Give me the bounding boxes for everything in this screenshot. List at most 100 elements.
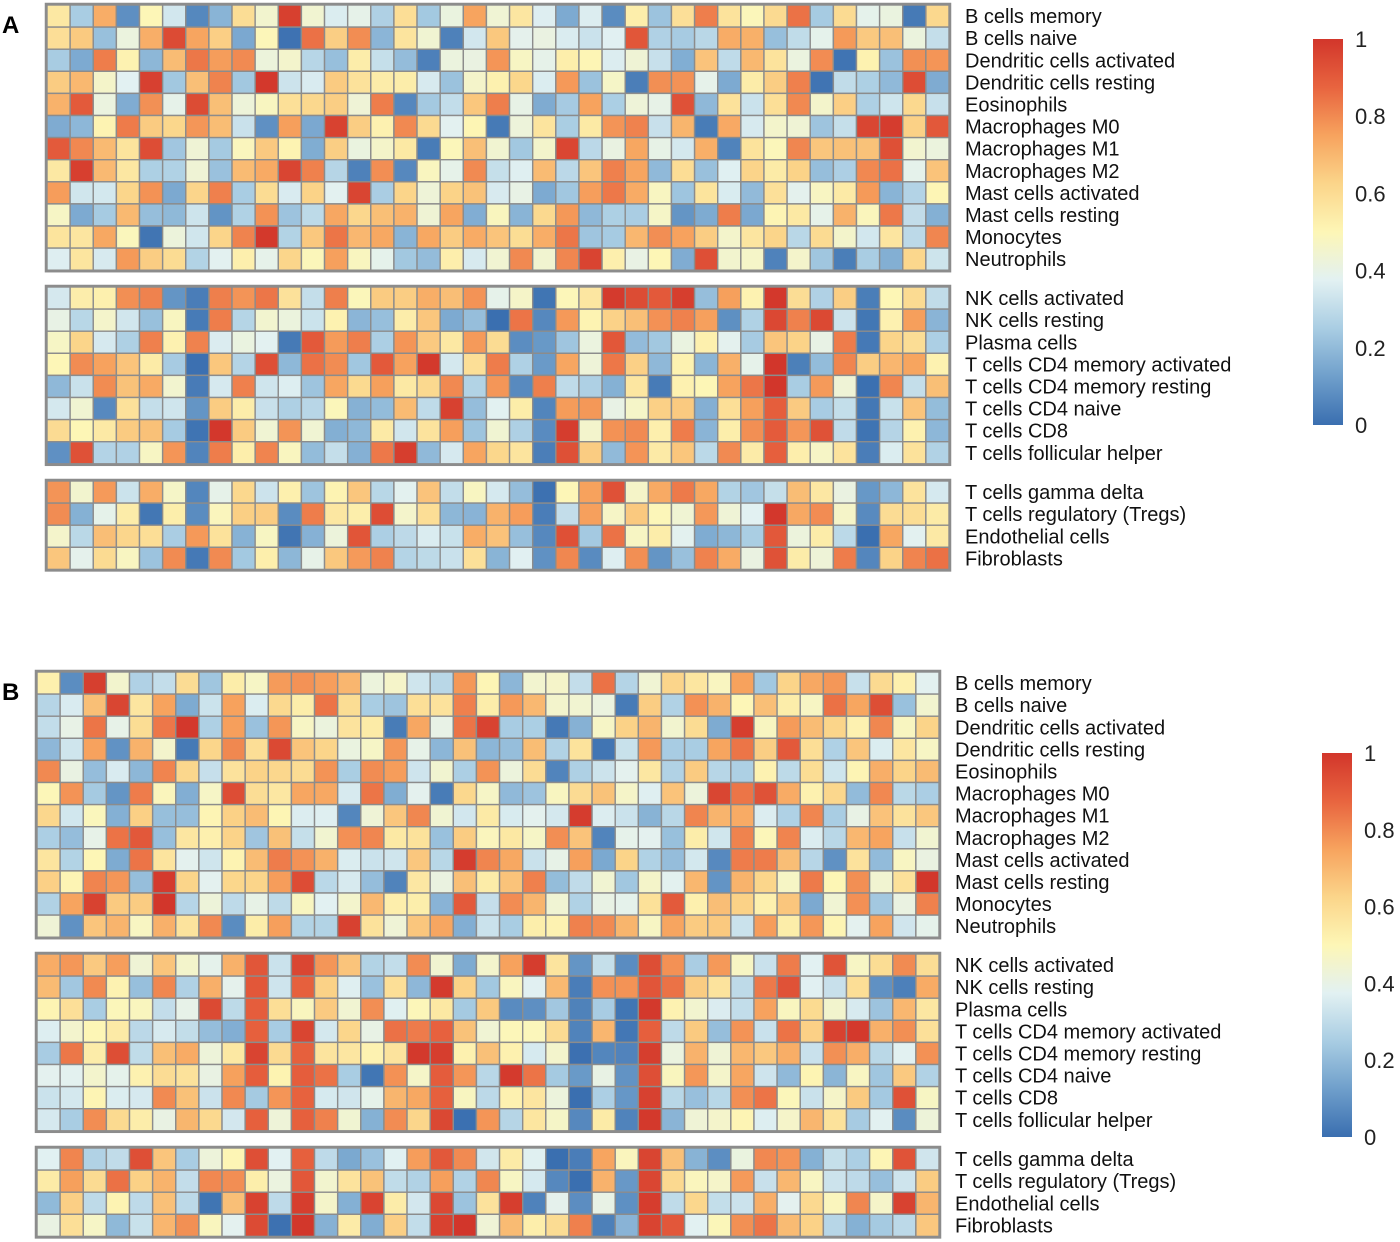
heatmap-cell	[323, 158, 349, 183]
heatmap-cell	[822, 1063, 848, 1088]
heatmap-cell	[462, 286, 488, 310]
heatmap-cell	[624, 441, 650, 465]
heatmap-cell	[578, 158, 603, 183]
row-label: Mast cells resting	[955, 872, 1110, 894]
heatmap-cell	[845, 1085, 871, 1110]
heatmap-cell	[151, 803, 177, 828]
heatmap-cell	[508, 480, 534, 504]
heatmap-cell	[545, 1063, 570, 1088]
heatmap-cell	[568, 848, 593, 872]
heatmap-cell	[151, 671, 177, 695]
heatmap-cell	[660, 826, 686, 850]
heatmap-cell	[138, 396, 164, 421]
heatmap-cell	[151, 848, 177, 872]
heatmap-cell	[601, 247, 626, 271]
heatmap-cell	[776, 1213, 801, 1238]
heatmap-cell	[46, 480, 71, 504]
heatmap-cell	[832, 308, 858, 332]
heatmap-cell	[878, 286, 904, 310]
heatmap-cell	[59, 870, 84, 894]
heatmap-cell	[601, 114, 626, 139]
heatmap-cell	[845, 1213, 871, 1238]
heatmap-cell	[809, 247, 835, 271]
heatmap-cell	[717, 136, 742, 161]
heatmap-cell	[786, 352, 811, 377]
heatmap-cell	[601, 158, 626, 183]
heatmap-cell	[578, 480, 603, 504]
heatmap-cell	[647, 26, 673, 50]
heatmap-cell	[902, 114, 927, 139]
heatmap-cell	[336, 892, 362, 916]
heatmap-cell	[855, 418, 881, 443]
heatmap-cell	[231, 26, 256, 50]
heatmap-cell	[809, 286, 835, 310]
heatmap-cell	[138, 4, 164, 28]
heatmap-cell	[429, 1107, 455, 1132]
heatmap-cell	[647, 480, 673, 504]
heatmap-cell	[601, 330, 626, 355]
heatmap-cell	[485, 502, 511, 526]
heatmap-cell	[776, 1147, 801, 1171]
heatmap-cell	[393, 203, 418, 227]
heatmap-cell	[452, 715, 478, 740]
heatmap-cell	[475, 671, 501, 695]
heatmap-cell	[198, 715, 223, 740]
heatmap-cell	[868, 848, 894, 872]
heatmap-cell	[92, 524, 118, 549]
heatmap-cell	[198, 1085, 223, 1110]
heatmap-cell	[707, 1041, 732, 1066]
heatmap-cell	[670, 524, 696, 549]
heatmap-cell	[832, 330, 858, 355]
heatmap-cell	[175, 1107, 200, 1132]
heatmap-cell	[115, 286, 141, 310]
heatmap-cell	[647, 308, 673, 332]
heatmap-cell	[717, 352, 742, 377]
heatmap-cell	[693, 181, 719, 205]
heatmap-cell	[208, 158, 233, 183]
heatmap-cell	[707, 715, 732, 740]
heatmap-cell	[475, 1107, 501, 1132]
heatmap-cell	[753, 914, 778, 938]
heatmap-cell	[151, 1063, 177, 1088]
heatmap-cell	[290, 781, 316, 806]
heatmap-cell	[892, 781, 917, 806]
heatmap-cell	[683, 975, 709, 999]
heatmap-cell	[902, 374, 927, 399]
heatmap-cell	[406, 997, 431, 1022]
heatmap-cell	[624, 374, 650, 399]
heatmap-cell	[161, 181, 187, 205]
heatmap-cell	[36, 826, 61, 850]
heatmap-cell	[892, 737, 917, 762]
heatmap-cell	[370, 181, 395, 205]
heatmap-cell	[763, 418, 788, 443]
heatmap-cell	[254, 308, 279, 332]
heatmap-cell	[128, 997, 154, 1022]
heatmap-cell	[69, 158, 94, 183]
heatmap-cell	[845, 737, 871, 762]
heatmap-cell	[429, 1213, 455, 1238]
heatmap-cell	[763, 330, 788, 355]
heatmap-cell	[267, 1213, 293, 1238]
heatmap-cell	[647, 4, 673, 28]
heatmap-cell	[323, 546, 349, 571]
heatmap-cell	[753, 693, 778, 717]
heatmap-cell	[336, 1191, 362, 1215]
row-label: T cells CD4 memory activated	[965, 354, 1231, 376]
heatmap-cell	[208, 247, 233, 271]
heatmap-cell	[393, 396, 418, 421]
heatmap-cell	[915, 715, 940, 740]
heatmap-cell	[799, 737, 825, 762]
heatmap-cell	[231, 396, 256, 421]
row-label: Eosinophils	[965, 94, 1067, 116]
heatmap-cell	[406, 737, 431, 762]
panel-letter: A	[2, 12, 19, 39]
heatmap-cell	[360, 671, 385, 695]
heatmap-cell	[185, 330, 210, 355]
heatmap-cell	[416, 114, 441, 139]
heatmap-cell	[740, 524, 765, 549]
heatmap-cell	[185, 308, 210, 332]
heatmap-cell	[786, 374, 811, 399]
heatmap-cell	[531, 418, 557, 443]
heatmap-cell	[336, 1041, 362, 1066]
heatmap-cell	[485, 308, 511, 332]
